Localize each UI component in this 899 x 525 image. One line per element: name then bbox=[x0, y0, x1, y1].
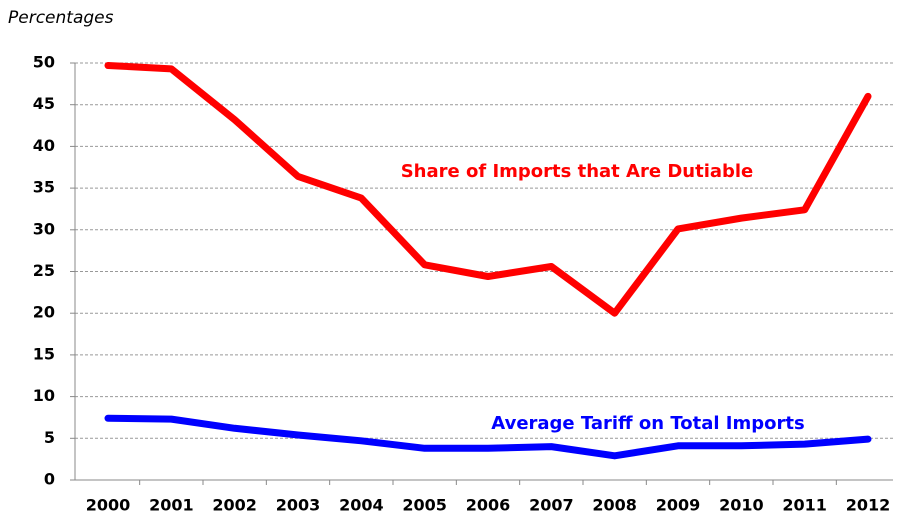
series-line bbox=[104, 414, 872, 460]
series-line bbox=[104, 62, 872, 317]
y-tick-label: 40 bbox=[33, 136, 55, 155]
y-tick-label: 25 bbox=[33, 261, 55, 280]
x-tick-label: 2002 bbox=[212, 496, 257, 515]
y-tick-label: 35 bbox=[33, 178, 55, 197]
series-label: Average Tariff on Total Imports bbox=[491, 413, 804, 434]
y-tick-label: 45 bbox=[33, 94, 55, 113]
x-tick-label: 2000 bbox=[86, 496, 131, 515]
x-tick-label: 2011 bbox=[782, 496, 827, 515]
y-tick-label: 0 bbox=[44, 470, 55, 489]
x-tick-label: 2010 bbox=[719, 496, 764, 515]
y-tick-label: 20 bbox=[33, 303, 55, 322]
x-tick-label: 2005 bbox=[402, 496, 447, 515]
y-tick-label: 50 bbox=[33, 53, 55, 72]
x-tick-label: 2012 bbox=[846, 496, 891, 515]
x-tick-label: 2008 bbox=[592, 496, 637, 515]
x-tick-label: 2001 bbox=[149, 496, 194, 515]
y-tick-label: 5 bbox=[44, 428, 55, 447]
y-tick-label: 30 bbox=[33, 219, 55, 238]
x-tick-label: 2006 bbox=[466, 496, 511, 515]
y-tick-label: 15 bbox=[33, 344, 55, 363]
x-tick-label: 2007 bbox=[529, 496, 574, 515]
x-tick-label: 2004 bbox=[339, 496, 384, 515]
y-axis-label: Percentages bbox=[8, 8, 114, 28]
y-tick-label: 10 bbox=[33, 386, 55, 405]
x-tick-label: 2009 bbox=[656, 496, 701, 515]
series-label: Share of Imports that Are Dutiable bbox=[401, 161, 754, 182]
x-tick-label: 2003 bbox=[276, 496, 321, 515]
